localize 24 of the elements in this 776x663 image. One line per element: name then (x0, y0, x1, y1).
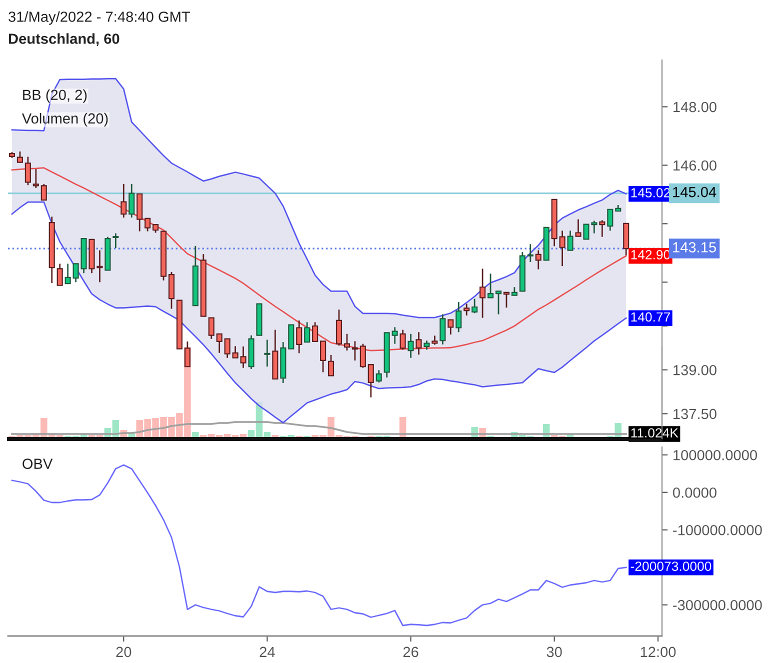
y-tick-label: -100000.0000 (673, 524, 762, 536)
data-label: -200073.0000 (630, 562, 712, 571)
data-label: 11.024K (631, 428, 678, 438)
x-tick-label: 26 (403, 646, 418, 658)
y-tick-label: 100000.0000 (674, 450, 758, 460)
y-tick-label: 146.00 (674, 160, 716, 171)
x-tick-label: 20 (116, 646, 132, 658)
data-label: 145.02 (631, 188, 670, 198)
data-label: 140.77 (631, 312, 670, 322)
x-tick-label: 24 (260, 646, 275, 657)
annotation: BB (20, 2) (23, 89, 87, 103)
ref-line-label: 143.15 (673, 242, 716, 252)
annotation: Volumen (20) (22, 112, 108, 127)
x-tick-label: 12:00 (640, 646, 676, 658)
chart-subtitle: 31/May/2022 - 7:48:40 GMT (8, 11, 190, 25)
y-tick-label: 0.0000 (672, 487, 716, 498)
y-tick-label: 148.00 (674, 102, 716, 112)
y-tick-label: 137.50 (674, 408, 716, 420)
annotation: OBV (22, 458, 53, 469)
x-tick-label: 30 (546, 646, 562, 658)
chart-title: Deutschland, 60 (8, 33, 120, 46)
ref-line-label: 145.04 (673, 186, 716, 198)
y-tick-label: 139.00 (674, 364, 716, 376)
y-tick-label: -300000.0000 (673, 600, 762, 610)
